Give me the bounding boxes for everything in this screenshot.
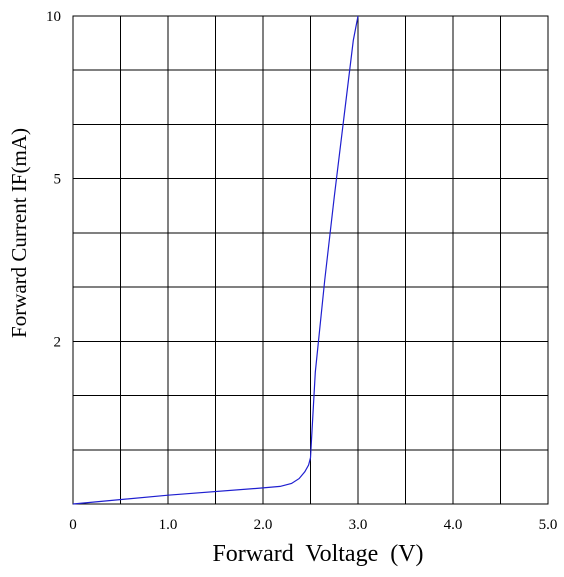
y-tick-label: 10 (46, 9, 61, 25)
x-tick-label: 1.0 (159, 517, 178, 533)
x-tick-label: 5.0 (539, 517, 558, 533)
y-tick-label: 2 (54, 334, 62, 350)
x-tick-label: 0 (69, 517, 77, 533)
y-axis-label: Forward Current IF(mA) (7, 128, 31, 338)
x-tick-label: 4.0 (444, 517, 463, 533)
y-tick-label: 5 (54, 172, 62, 188)
grid (73, 16, 548, 504)
plot-frame (72, 15, 549, 505)
x-tick-labels: 0 1.0 2.0 3.0 4.0 5.0 (69, 517, 557, 533)
series-line (72, 15, 359, 505)
x-tick-label: 3.0 (349, 517, 368, 533)
x-axis-label: Forward Voltage (V) (212, 541, 423, 567)
series-layer (72, 15, 359, 505)
y-tick-labels: 2 5 10 (46, 9, 61, 350)
x-tick-label: 2.0 (254, 517, 273, 533)
